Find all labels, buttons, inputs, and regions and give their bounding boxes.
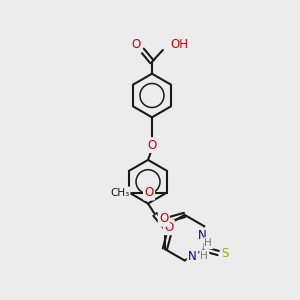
Text: O: O xyxy=(147,139,157,152)
Text: N: N xyxy=(188,250,197,263)
Text: CH₃: CH₃ xyxy=(110,188,129,198)
Text: O: O xyxy=(164,221,173,234)
Text: OH: OH xyxy=(171,38,189,52)
Text: O: O xyxy=(144,186,154,199)
Text: O: O xyxy=(131,38,141,52)
Text: H: H xyxy=(200,250,208,260)
Text: H: H xyxy=(204,238,212,248)
Text: O: O xyxy=(159,212,168,225)
Text: N: N xyxy=(198,229,207,242)
Text: S: S xyxy=(221,247,229,260)
